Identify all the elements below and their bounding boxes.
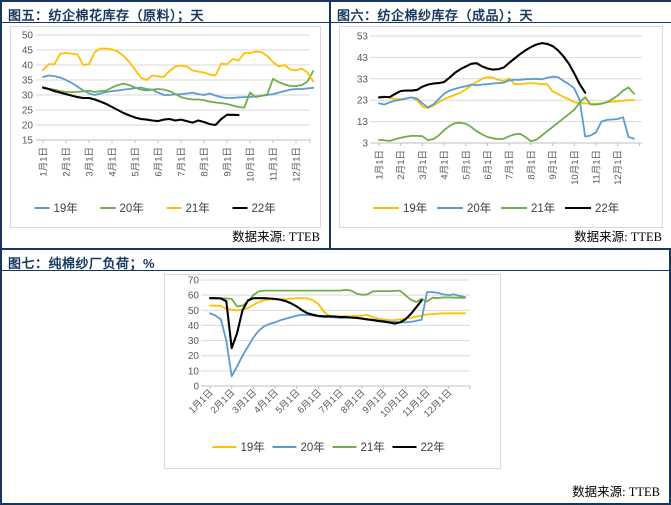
legend-item: 21年 bbox=[166, 201, 210, 215]
x-axis-label: 10月1日 bbox=[246, 147, 257, 182]
y-axis-label: 50 bbox=[188, 306, 200, 317]
x-axis-label: 4月1日 bbox=[108, 147, 119, 177]
legend-item: 21年 bbox=[501, 201, 555, 215]
legend-item: 19年 bbox=[373, 201, 427, 215]
legend-item: 22年 bbox=[392, 440, 445, 454]
legend-label: 22年 bbox=[252, 201, 276, 215]
panel-fig6: 图六：纺企棉纱库存（成品）；天 53 43 33 23 13 3 1月1日 2月1日 3月1日 4… bbox=[331, 2, 671, 248]
legend-item: 20年 bbox=[272, 440, 325, 454]
y-axis-label: 20 bbox=[188, 351, 200, 362]
y-axis-label: 53 bbox=[357, 32, 369, 43]
y-axis-label: 30 bbox=[22, 91, 34, 102]
fig5-chart-frame: 50 45 40 35 30 25 20 15 1月1日 2月1日 3月1日 4月1日 5月1日 6月1日… bbox=[10, 26, 321, 228]
legend-item: 22年 bbox=[232, 201, 276, 215]
y-axis-label: 23 bbox=[357, 96, 369, 107]
legend-label: 20年 bbox=[301, 440, 325, 454]
y-axis-label: 13 bbox=[357, 117, 369, 128]
y-axis-label: 25 bbox=[22, 106, 34, 117]
x-axis-label: 10月1日 bbox=[570, 150, 581, 185]
series-21年 bbox=[209, 288, 466, 308]
x-axis-label: 8月1日 bbox=[200, 147, 211, 177]
x-axis-label: 6月1日 bbox=[483, 150, 494, 180]
legend-label: 22年 bbox=[421, 440, 445, 454]
x-axis-label: 12月1日 bbox=[292, 147, 303, 182]
fig6-source-label: 数据来源: TTEB bbox=[574, 230, 662, 244]
fig6-title: 图六：纺企棉纱库存（成品）；天 bbox=[331, 2, 671, 23]
fig6-chart-frame: 53 43 33 23 13 3 1月1日 2月1日 3月1日 4月1日 5月1日 6月1日 7月1日 8… bbox=[339, 26, 663, 228]
legend-label: 19年 bbox=[54, 201, 78, 215]
x-axis-label: 1月1日 bbox=[39, 147, 50, 177]
legend-label: 20年 bbox=[467, 201, 491, 215]
x-axis-label: 9月1日 bbox=[548, 150, 559, 180]
series-20年 bbox=[209, 291, 466, 378]
series-21年 bbox=[378, 86, 635, 143]
fig5-title: 图五：纺企棉花库存（原料）；天 bbox=[2, 2, 329, 23]
top-row: 图五：纺企棉花库存（原料）；天 50 45 40 35 30 25 20 15 1月1日 2月1日… bbox=[2, 2, 671, 250]
series-22年 bbox=[41, 86, 240, 127]
y-axis-label: 15 bbox=[22, 136, 34, 147]
legend-item: 19年 bbox=[34, 201, 78, 215]
series-20年 bbox=[378, 75, 635, 140]
y-axis-label: 33 bbox=[357, 74, 369, 85]
x-axis-label: 3月1日 bbox=[418, 150, 429, 180]
series-22年 bbox=[208, 297, 423, 350]
x-axis-label: 1月1日 bbox=[375, 150, 386, 180]
x-axis-label: 6月1日 bbox=[154, 147, 165, 177]
legend-label: 21年 bbox=[531, 201, 555, 215]
series-22年 bbox=[377, 42, 587, 99]
y-axis-label: 40 bbox=[22, 61, 34, 72]
y-axis-label: 3 bbox=[362, 139, 368, 150]
x-axis-label: 7月1日 bbox=[177, 147, 188, 177]
series-21年 bbox=[42, 47, 315, 83]
y-axis-label: 10 bbox=[188, 366, 200, 377]
fig7-chart: 7060504030201001月1日2月1日3月1日4月1日5月1日6月1日7… bbox=[187, 276, 471, 454]
legend-label: 19年 bbox=[241, 440, 265, 454]
x-axis-label: 5月1日 bbox=[131, 147, 142, 177]
series-20年 bbox=[42, 70, 315, 109]
legend-label: 22年 bbox=[595, 201, 619, 215]
fig7-source-label: 数据来源: TTEB bbox=[572, 485, 660, 499]
y-axis-label: 40 bbox=[188, 321, 200, 332]
y-axis-label: 70 bbox=[188, 276, 200, 287]
x-axis-label: 4月1日 bbox=[440, 150, 451, 180]
x-axis-label: 8月1日 bbox=[526, 150, 537, 180]
x-axis-label: 9月1日 bbox=[223, 147, 234, 177]
legend-item: 21年 bbox=[332, 440, 385, 454]
legend-item: 19年 bbox=[212, 440, 265, 454]
x-axis-label: 3月1日 bbox=[85, 147, 96, 177]
fig5-chart: 50 45 40 35 30 25 20 15 1月1日 2月1日 3月1日 4月1日 5月1日 6月1日… bbox=[22, 31, 315, 215]
x-axis-label: 2月1日 bbox=[396, 150, 407, 180]
x-axis-label: 5月1日 bbox=[461, 150, 472, 180]
y-axis-label: 43 bbox=[357, 53, 369, 64]
legend-label: 19年 bbox=[403, 201, 427, 215]
legend-item: 20年 bbox=[437, 201, 491, 215]
legend-item: 22年 bbox=[565, 201, 619, 215]
panel-fig5: 图五：纺企棉花库存（原料）；天 50 45 40 35 30 25 20 15 1月1日 2月1日… bbox=[2, 2, 331, 248]
y-axis-label: 50 bbox=[22, 31, 34, 42]
y-axis-label: 35 bbox=[22, 76, 34, 87]
fig7-chart-frame: 70 60 50 40 30 20 10 0 1月1日 2月1日 3月1日 4月1日 5月1日 6月1日 7… bbox=[164, 274, 501, 469]
legend-label: 20年 bbox=[120, 201, 144, 215]
legend-item: 20年 bbox=[100, 201, 144, 215]
panel-fig7: 图七：纯棉纱厂负荷；% 70 60 50 40 30 20 10 0 1月1日 2月1日 3月1日 4… bbox=[2, 250, 669, 503]
y-axis-label: 0 bbox=[193, 382, 199, 393]
x-axis-label: 7月1日 bbox=[505, 150, 516, 180]
fig6-chart: 53 43 33 23 13 3 1月1日 2月1日 3月1日 4月1日 5月1日 6月1日 7月1日 8… bbox=[357, 32, 642, 215]
legend-label: 21年 bbox=[186, 201, 210, 215]
legend-label: 21年 bbox=[361, 440, 385, 454]
y-axis-label: 20 bbox=[22, 121, 34, 132]
fig5-source-label: 数据来源: TTEB bbox=[232, 230, 320, 244]
fig7-title: 图七：纯棉纱厂负荷；% bbox=[2, 250, 669, 271]
x-axis-label: 11月1日 bbox=[269, 147, 280, 181]
series-19年 bbox=[42, 74, 315, 99]
x-axis-label: 12月1日 bbox=[613, 150, 624, 185]
y-axis-label: 30 bbox=[188, 336, 200, 347]
x-axis-label: 11月1日 bbox=[592, 150, 603, 184]
y-axis-label: 60 bbox=[188, 291, 200, 302]
x-axis-label: 2月1日 bbox=[62, 147, 73, 177]
y-axis-label: 45 bbox=[22, 46, 34, 57]
